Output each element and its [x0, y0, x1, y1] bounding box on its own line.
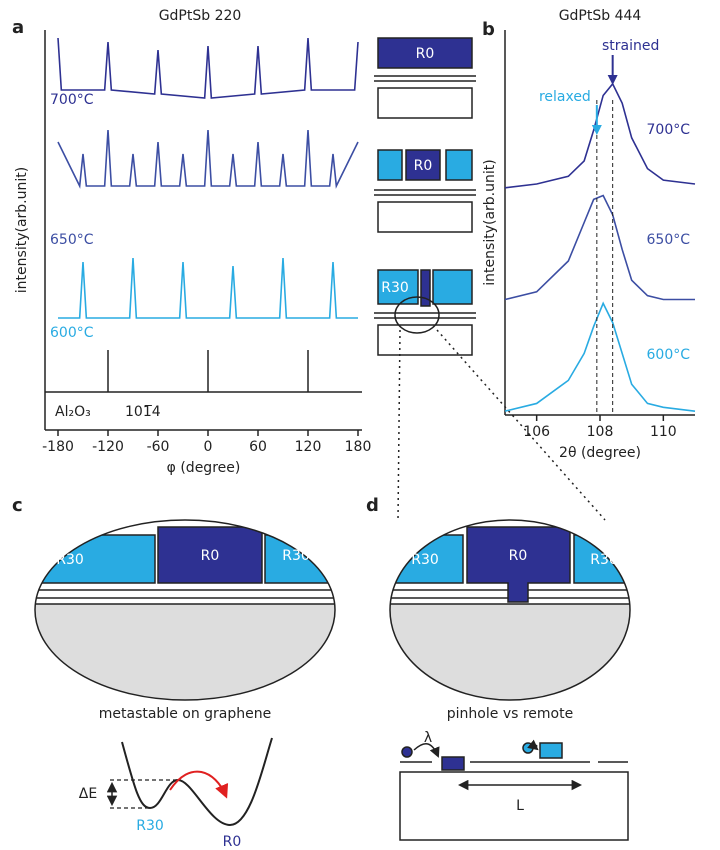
inset-outline — [389, 519, 631, 701]
block-label: R30 — [411, 552, 439, 568]
x-tick-label: 0 — [204, 439, 213, 455]
chart-title: GdPtSb 444 — [559, 8, 642, 24]
panel-label: d — [366, 495, 379, 516]
block-label: R30 — [56, 552, 84, 568]
panel-label: b — [482, 19, 495, 40]
reference-label: 101̅4 — [125, 404, 161, 420]
trace — [504, 301, 696, 412]
symbol: L — [516, 798, 524, 814]
trace — [57, 129, 359, 189]
panel-label: c — [12, 495, 23, 516]
marker-arrowhead — [591, 125, 602, 135]
caption: pinhole vs remote — [447, 706, 573, 722]
block-label: R0 — [509, 548, 528, 564]
series-label: 700°C — [647, 122, 691, 138]
marker-label: relaxed — [539, 89, 591, 105]
x-tick-label: -60 — [147, 439, 170, 455]
x-tick-label: 106 — [523, 424, 550, 440]
x-tick-label: 180 — [345, 439, 372, 455]
x-tick-label: 110 — [650, 424, 677, 440]
energy-label: R30 — [136, 818, 164, 834]
panel-label: a — [12, 17, 24, 38]
series-label: 600°C — [50, 325, 94, 341]
x-tick-label: -120 — [92, 439, 124, 455]
series-label: 700°C — [50, 92, 94, 108]
block-label: R0 — [416, 46, 435, 62]
block-label: R30 — [282, 548, 310, 564]
series-label: 650°C — [647, 232, 691, 248]
y-axis-label: intensity(arb.unit) — [14, 167, 30, 293]
trace — [504, 194, 695, 301]
energy-landscape — [106, 737, 273, 827]
marker-label: strained — [602, 38, 659, 54]
schematic — [374, 37, 606, 521]
y-axis-label: intensity(arb.unit) — [482, 159, 498, 285]
x-axis-label: φ (degree) — [167, 460, 241, 476]
reference-name: Al₂O₃ — [55, 404, 91, 420]
trace — [57, 37, 359, 99]
x-tick-label: 60 — [249, 439, 267, 455]
block-label: R30 — [590, 552, 618, 568]
trace — [504, 82, 696, 189]
remote-schematic — [399, 739, 629, 841]
caption: metastable on graphene — [99, 706, 272, 722]
series-label: 600°C — [647, 347, 691, 363]
x-tick-label: -180 — [42, 439, 74, 455]
block-label: R30 — [381, 280, 409, 296]
series-label: 650°C — [50, 232, 94, 248]
marker-arrowhead — [607, 75, 618, 85]
block-label: R0 — [414, 158, 433, 174]
block-label: R0 — [201, 548, 220, 564]
symbol: λ — [424, 730, 432, 746]
trace — [58, 257, 358, 319]
x-axis-label: 2θ (degree) — [559, 445, 641, 461]
x-tick-label: 108 — [587, 424, 614, 440]
chart-title: GdPtSb 220 — [159, 8, 242, 24]
energy-label: ΔE — [79, 786, 97, 802]
inset-outline — [34, 519, 336, 701]
energy-label: R0 — [223, 834, 242, 850]
x-tick-label: 120 — [295, 439, 322, 455]
